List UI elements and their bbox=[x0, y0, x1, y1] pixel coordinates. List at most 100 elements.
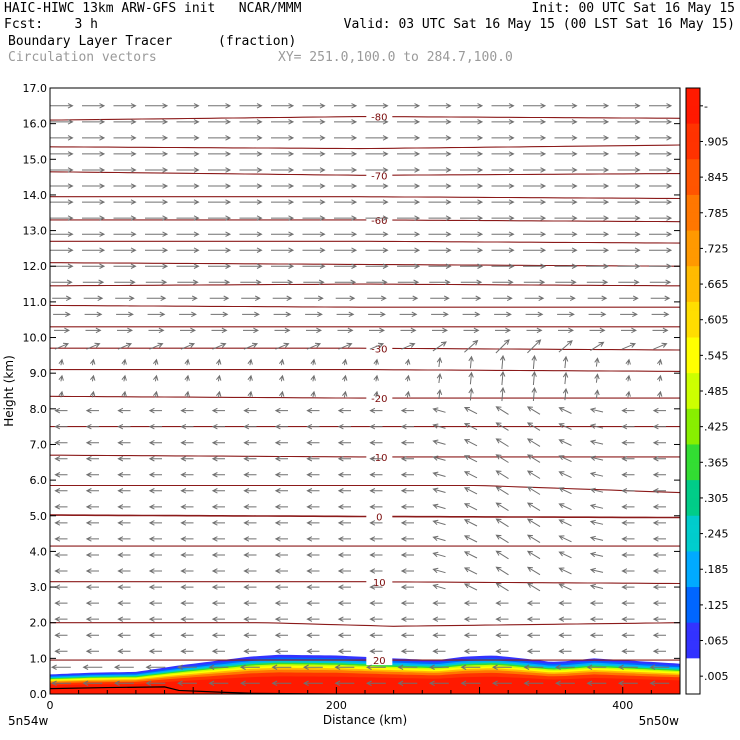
wind-vector bbox=[491, 215, 515, 221]
wind-vector bbox=[334, 231, 358, 237]
temperature-contour bbox=[50, 219, 680, 223]
wind-vector bbox=[117, 616, 131, 622]
contour-label-bg bbox=[366, 655, 393, 666]
colorbar-subswatch bbox=[686, 132, 700, 142]
wind-vector bbox=[239, 215, 263, 221]
wind-vector bbox=[117, 342, 133, 350]
wind-vector bbox=[148, 439, 162, 446]
wind-vector bbox=[180, 616, 194, 622]
wind-vector bbox=[558, 600, 572, 606]
wind-vector bbox=[274, 456, 288, 462]
wind-vector bbox=[85, 520, 99, 526]
contour-label-bg bbox=[366, 511, 393, 522]
colorbar-subswatch bbox=[686, 391, 700, 401]
wind-vector bbox=[491, 664, 512, 670]
wind-vector bbox=[179, 311, 197, 318]
wind-vector bbox=[365, 183, 389, 189]
wind-vector bbox=[617, 199, 641, 205]
wind-vector bbox=[148, 472, 162, 478]
wind-vector bbox=[436, 389, 443, 400]
wind-vector bbox=[491, 199, 515, 205]
colorbar-label: .665 bbox=[704, 278, 729, 291]
wind-vector bbox=[428, 103, 452, 109]
wind-vector bbox=[148, 584, 162, 590]
wind-vector bbox=[649, 664, 670, 670]
wind-vector bbox=[365, 664, 386, 670]
wind-vector bbox=[491, 263, 515, 269]
wind-vector bbox=[589, 535, 604, 542]
wind-vector bbox=[460, 680, 481, 687]
x-tick-label: 0 bbox=[47, 699, 54, 712]
wind-vector bbox=[306, 552, 320, 558]
temperature-contour bbox=[50, 283, 680, 287]
wind-vector bbox=[649, 199, 673, 205]
wind-vector bbox=[271, 680, 292, 687]
wind-vector bbox=[373, 374, 379, 382]
wind-vector bbox=[495, 406, 509, 415]
y-tick-label: 1.0 bbox=[30, 652, 48, 665]
wind-vector bbox=[586, 119, 610, 125]
wind-vector bbox=[243, 504, 257, 510]
wind-vector bbox=[337, 407, 351, 414]
wind-vector bbox=[85, 488, 99, 494]
wind-vector bbox=[555, 279, 577, 285]
wind-vector bbox=[428, 247, 452, 253]
wind-vector bbox=[463, 455, 478, 463]
wind-vector bbox=[589, 455, 604, 461]
y-tick-label: 11.0 bbox=[23, 296, 48, 309]
wind-vector bbox=[436, 356, 443, 367]
wind-vector bbox=[243, 423, 257, 430]
wind-vector bbox=[523, 183, 547, 189]
wind-vector bbox=[526, 486, 541, 495]
wind-vector bbox=[400, 327, 417, 334]
wind-vector bbox=[243, 488, 257, 494]
wind-vector bbox=[558, 471, 572, 479]
wind-vector bbox=[397, 247, 421, 253]
colorbar-subswatch bbox=[686, 221, 700, 232]
wind-vector bbox=[558, 648, 572, 654]
wind-vector bbox=[306, 423, 320, 430]
wind-vector bbox=[117, 327, 133, 334]
wind-vector bbox=[618, 279, 640, 285]
wind-vector bbox=[365, 103, 389, 109]
colorbar-subswatch bbox=[686, 551, 700, 561]
wind-vector bbox=[113, 263, 137, 269]
wind-vector bbox=[211, 327, 228, 334]
wind-vector bbox=[531, 354, 537, 369]
y-tick-label: 10.0 bbox=[23, 332, 48, 345]
wind-vector bbox=[54, 456, 68, 462]
wind-vector bbox=[271, 199, 295, 205]
wind-vector bbox=[54, 488, 68, 494]
wind-vector bbox=[463, 535, 478, 543]
wind-vector bbox=[337, 472, 351, 478]
wind-vector bbox=[274, 568, 288, 574]
wind-vector bbox=[400, 520, 414, 526]
wind-vector bbox=[337, 423, 351, 430]
wind-vector bbox=[180, 423, 194, 430]
wind-vector bbox=[148, 568, 162, 574]
wind-vector bbox=[145, 119, 169, 125]
colorbar-subswatch bbox=[686, 640, 700, 650]
wind-vector bbox=[558, 583, 572, 591]
wind-vector bbox=[589, 503, 604, 510]
field-units: (fraction) bbox=[218, 34, 297, 49]
wind-vector bbox=[432, 471, 446, 477]
wind-vector bbox=[210, 311, 229, 318]
wind-vector bbox=[463, 616, 477, 622]
wind-vector bbox=[649, 167, 673, 173]
wind-vector bbox=[400, 648, 414, 654]
wind-vector bbox=[145, 279, 168, 285]
contour-label: 0 bbox=[376, 513, 382, 524]
wind-vector bbox=[589, 407, 604, 413]
wind-vector bbox=[652, 600, 666, 606]
wind-vector bbox=[334, 199, 358, 205]
wind-vector bbox=[397, 231, 421, 237]
wind-vector bbox=[54, 568, 68, 574]
wind-vector bbox=[554, 119, 578, 125]
wind-vector bbox=[554, 183, 578, 189]
x-axis-label: Distance (km) bbox=[323, 713, 407, 727]
y-tick-label: 16.0 bbox=[23, 118, 48, 131]
wind-vector bbox=[58, 358, 64, 366]
wind-vector bbox=[115, 295, 135, 302]
wind-vector bbox=[432, 535, 446, 542]
